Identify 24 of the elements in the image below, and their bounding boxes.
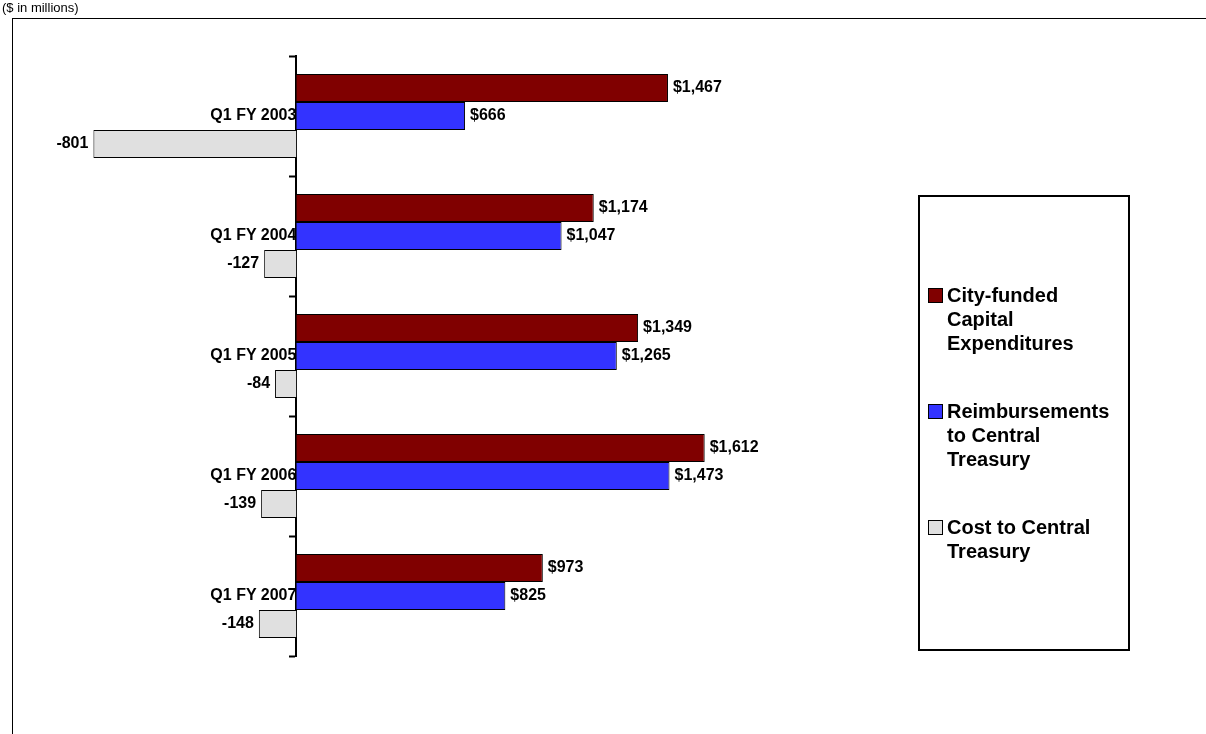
data-label: -84	[246, 374, 271, 392]
y-tick-label: Q1 FY 2007	[210, 586, 297, 604]
data-label: $1,612	[709, 438, 759, 456]
y-tick-label: Q1 FY 2003	[210, 106, 297, 124]
y-tick-label: Q1 FY 2005	[210, 346, 297, 364]
chart-title: ($ in millions)	[2, 0, 79, 15]
data-label: $973	[547, 558, 584, 576]
legend-label: Cost to Central Treasury	[947, 515, 1092, 563]
data-label: -801	[56, 134, 89, 152]
data-label: $1,265	[621, 346, 671, 364]
data-label: -139	[224, 494, 257, 512]
data-label: $1,467	[672, 78, 723, 96]
data-label: -127	[227, 254, 260, 272]
legend-label: Reimbursements to Central Treasury	[947, 399, 1111, 471]
data-label: $1,473	[674, 466, 724, 484]
data-label: -148	[221, 614, 254, 632]
legend-label: City-funded Capital Expenditures	[947, 283, 1075, 355]
data-label: $1,349	[643, 318, 693, 336]
data-label: $666	[470, 106, 506, 124]
data-label: $1,174	[598, 198, 648, 216]
y-tick-label: Q1 FY 2004	[210, 226, 297, 244]
data-label: $1,047	[566, 226, 616, 244]
data-label: $825	[510, 586, 547, 604]
y-tick-label: Q1 FY 2006	[210, 466, 297, 484]
